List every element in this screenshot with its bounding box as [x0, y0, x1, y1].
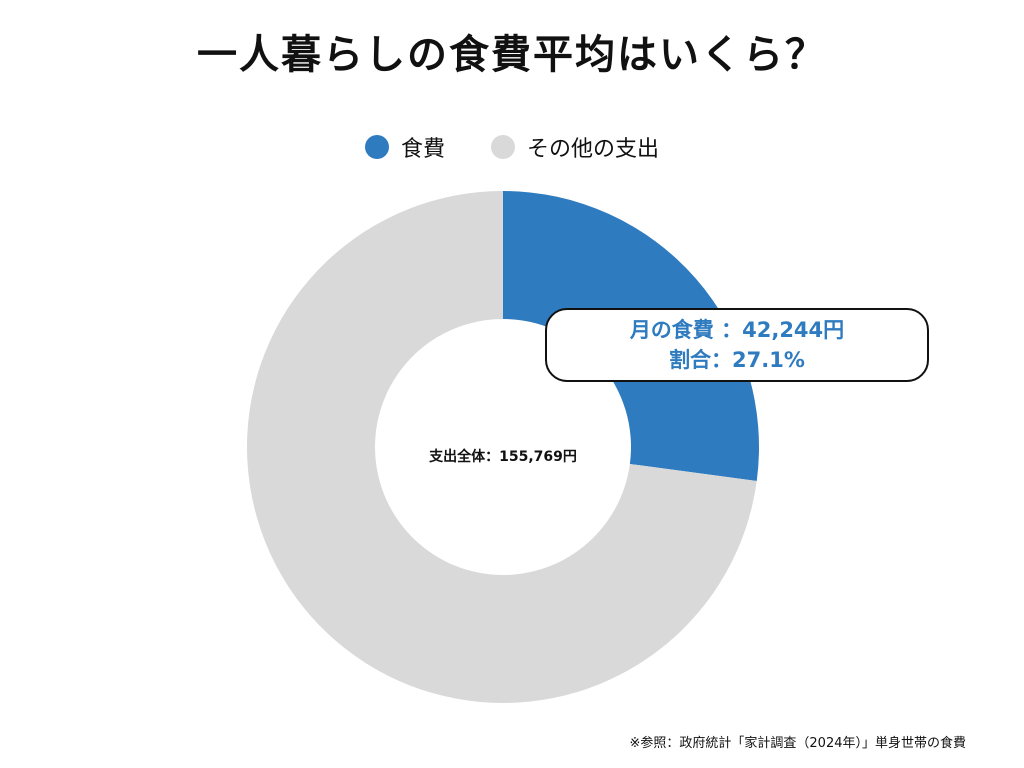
food-amount-text: 月の食費 ：42,244円 — [629, 318, 845, 342]
legend-item-other: その他の支出 — [491, 131, 659, 163]
legend-label-food: 食費 — [400, 137, 445, 162]
slice-other — [246, 191, 757, 703]
food-callout: 月の食費 ：42,244円 割合：27.1% — [545, 308, 929, 382]
source-note: ※参照：政府統計「家計調査（2024年）」単身世帯の食費 — [629, 736, 966, 751]
legend-label-other: その他の支出 — [527, 137, 660, 162]
chart-legend: 食費 その他の支出 — [0, 132, 1024, 162]
food-share-text: 割合：27.1% — [669, 348, 805, 372]
legend-swatch-other — [491, 135, 515, 159]
page-title: 一人暮らしの食費平均はいくら？ — [197, 32, 827, 78]
total-expense-label: 支出全体：155,769円 — [429, 449, 577, 465]
legend-item-food: 食費 — [364, 131, 445, 163]
legend-swatch-food — [364, 135, 389, 159]
